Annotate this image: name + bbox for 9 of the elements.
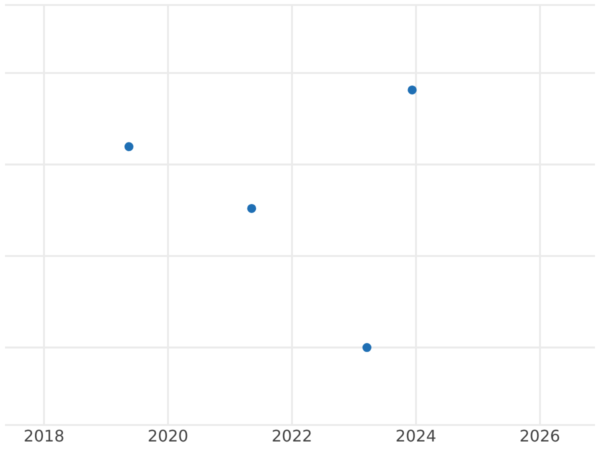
x-tick-label: 2024 [396,426,436,446]
point [247,204,256,213]
x-tick-label: 2020 [148,426,188,446]
x-tick-label: 2018 [24,426,64,446]
point [362,343,372,352]
x-tick-label: 2022 [272,426,312,446]
point [408,85,417,94]
point [124,142,134,152]
x-tick-label: 2026 [519,426,560,446]
